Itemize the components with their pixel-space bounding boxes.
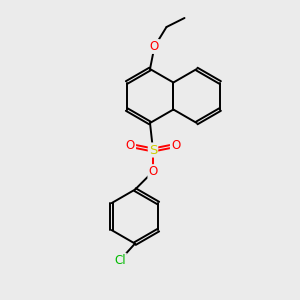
Text: S: S (149, 143, 157, 157)
Text: O: O (171, 139, 180, 152)
Text: O: O (148, 165, 158, 178)
Text: Cl: Cl (114, 254, 126, 267)
Text: O: O (150, 40, 159, 53)
Text: O: O (126, 139, 135, 152)
